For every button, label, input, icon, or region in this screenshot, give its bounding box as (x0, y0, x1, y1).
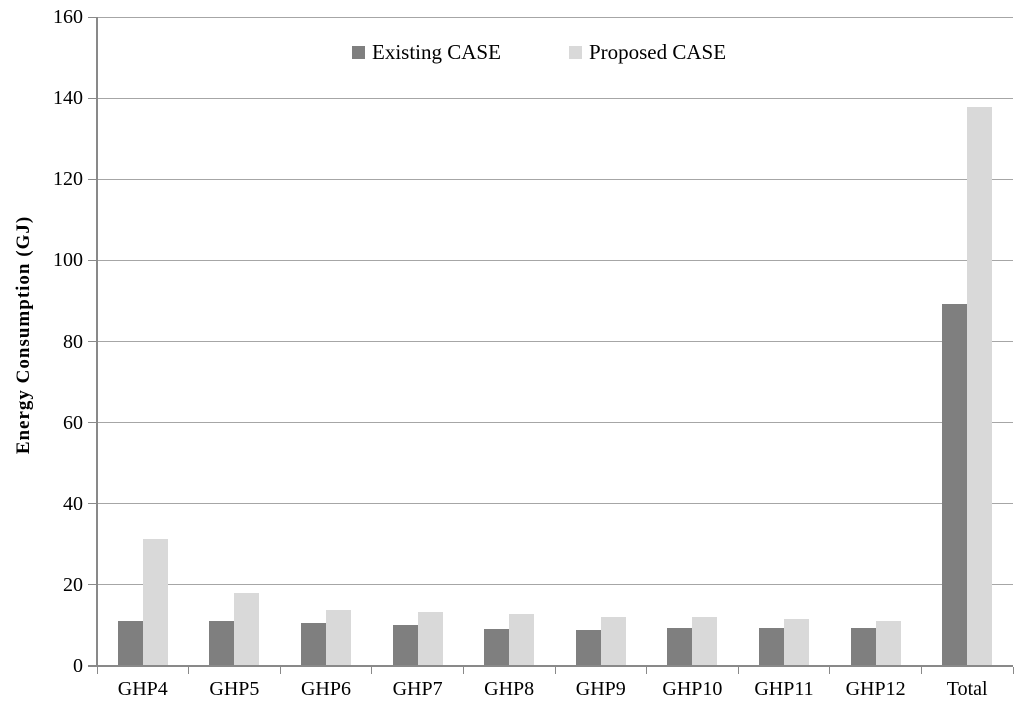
legend-item-existing-case: Existing CASE (352, 40, 501, 65)
x-axis-tick-0 (96, 667, 98, 674)
bar-existing-case-ghp6 (301, 623, 326, 666)
x-axis-tick-2 (279, 667, 281, 674)
y-tick-label-140: 140 (53, 87, 83, 110)
bar-proposed-case-ghp11 (784, 619, 809, 666)
y-tick-label-0: 0 (73, 655, 83, 677)
x-axis-tick-7 (737, 667, 739, 674)
x-axis-tick-3 (371, 667, 373, 674)
bar-existing-case-ghp4 (117, 620, 143, 666)
x-tick-label-ghp7: GHP7 (392, 678, 443, 700)
y-axis-tick-20 (88, 584, 96, 586)
bar-existing-case-ghp5 (209, 621, 235, 666)
gridline-120 (97, 178, 1013, 180)
y-axis-tick-120 (88, 178, 96, 180)
x-axis-line (88, 665, 1013, 667)
y-axis-tick-40 (88, 503, 96, 505)
bar-existing-case-ghp8 (484, 629, 510, 666)
legend-label-existing-case: Existing CASE (372, 40, 501, 64)
x-axis-tick-4 (462, 667, 464, 674)
x-tick-label-ghp12: GHP12 (845, 678, 906, 700)
x-tick-label-ghp6: GHP6 (300, 678, 351, 700)
gridline-100 (97, 259, 1013, 261)
x-tick-label-ghp9: GHP9 (575, 678, 626, 700)
bar-proposed-case-ghp9 (600, 616, 626, 666)
gridline-140 (97, 97, 1013, 99)
y-tick-label-100: 100 (53, 249, 83, 272)
bar-existing-case-ghp11 (759, 628, 784, 666)
y-tick-label-160: 160 (53, 6, 83, 28)
y-axis-tick-80 (88, 341, 96, 342)
y-axis-tick-140 (88, 97, 96, 99)
x-axis-tick-1 (188, 667, 190, 674)
bar-existing-case-ghp9 (575, 629, 601, 666)
bar-existing-case-ghp7 (392, 625, 418, 666)
y-tick-label-120: 120 (53, 168, 83, 191)
bar-proposed-case-ghp10 (692, 616, 718, 666)
gridline-160 (97, 16, 1013, 18)
x-axis-tick-8 (829, 667, 831, 674)
x-axis-tick-5 (554, 667, 556, 674)
legend-marker-existing-case (352, 46, 365, 59)
x-tick-label-total: Total (946, 678, 988, 700)
x-axis-tick-9 (920, 667, 922, 674)
y-axis-tick-160 (88, 16, 96, 18)
y-tick-label-20: 20 (63, 573, 83, 596)
legend-label-proposed-case: Proposed CASE (588, 40, 727, 64)
y-tick-label-40: 40 (63, 492, 83, 515)
gridline-20 (97, 584, 1013, 586)
x-tick-label-ghp4: GHP4 (117, 678, 168, 700)
gridline-40 (97, 503, 1013, 505)
bar-proposed-case-ghp4 (142, 539, 168, 666)
x-tick-label-ghp8: GHP8 (484, 678, 535, 700)
x-tick-label-ghp11: GHP11 (754, 678, 814, 700)
legend-marker-proposed-case (568, 46, 582, 59)
y-tick-label-60: 60 (63, 411, 83, 434)
x-axis-tick-6 (646, 667, 648, 674)
y-axis-tick-100 (88, 259, 96, 261)
gridline-80 (97, 341, 1013, 342)
bar-proposed-case-ghp8 (509, 613, 535, 666)
x-tick-label-ghp5: GHP5 (209, 678, 260, 700)
bar-existing-case-total (942, 303, 968, 666)
y-tick-label-80: 80 (63, 330, 83, 353)
legend-item-proposed-case: Proposed CASE (568, 40, 727, 65)
bar-proposed-case-ghp5 (234, 593, 260, 666)
chart-legend: Existing CASE Proposed CASE (352, 40, 726, 65)
x-tick-label-ghp10: GHP10 (662, 678, 723, 700)
y-axis-tick-60 (88, 422, 96, 424)
bar-proposed-case-total (967, 107, 993, 666)
bar-proposed-case-ghp6 (326, 609, 351, 666)
bar-proposed-case-ghp7 (417, 612, 443, 666)
y-axis-line (96, 17, 98, 667)
bar-existing-case-ghp10 (667, 627, 693, 666)
bar-existing-case-ghp12 (850, 627, 876, 666)
x-axis-tick-10 (1012, 667, 1014, 674)
gridline-60 (97, 422, 1013, 424)
bar-proposed-case-ghp12 (875, 620, 901, 666)
